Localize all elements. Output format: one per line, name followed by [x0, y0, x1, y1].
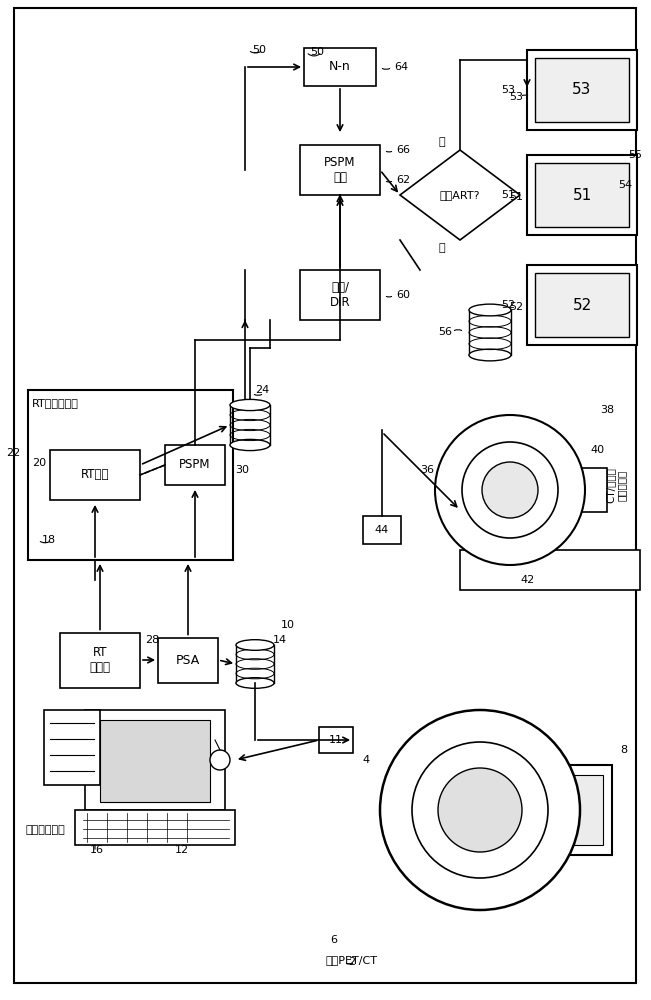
Bar — [572, 468, 607, 512]
Text: 38: 38 — [600, 405, 614, 415]
Text: 22: 22 — [6, 448, 20, 458]
Bar — [363, 516, 401, 544]
Text: 51: 51 — [509, 192, 523, 202]
Ellipse shape — [230, 399, 270, 411]
Text: 30: 30 — [235, 465, 249, 475]
Bar — [460, 550, 640, 590]
Text: 规划PET/CT: 规划PET/CT — [325, 955, 377, 965]
Text: 24: 24 — [255, 385, 270, 395]
Text: 44: 44 — [375, 525, 389, 535]
Circle shape — [412, 742, 548, 878]
Text: 6: 6 — [330, 935, 337, 945]
Bar — [320, 640, 620, 970]
Circle shape — [435, 415, 585, 565]
Text: 53: 53 — [572, 83, 592, 98]
Ellipse shape — [236, 678, 274, 688]
Ellipse shape — [236, 640, 274, 650]
Text: 55: 55 — [628, 150, 642, 160]
Ellipse shape — [469, 349, 511, 361]
Bar — [158, 638, 218, 682]
Text: 处置规划系统: 处置规划系统 — [25, 825, 64, 835]
Bar — [532, 765, 612, 855]
Text: 62: 62 — [396, 175, 410, 185]
Text: 10: 10 — [281, 620, 295, 630]
Text: 51: 51 — [501, 190, 515, 200]
Bar — [75, 810, 235, 845]
Bar — [538, 775, 603, 845]
Text: PSPM: PSPM — [179, 458, 211, 472]
Text: 20: 20 — [32, 458, 46, 468]
Bar — [527, 265, 637, 345]
Bar — [535, 163, 629, 227]
Bar — [20, 580, 280, 840]
Text: 51: 51 — [572, 188, 592, 202]
Bar — [300, 145, 380, 195]
Bar — [319, 727, 353, 753]
Text: 12: 12 — [175, 845, 189, 855]
Bar — [44, 710, 100, 785]
Text: 否: 否 — [439, 243, 445, 253]
Bar — [28, 390, 233, 560]
Bar — [165, 445, 225, 485]
Text: 执行ART?: 执行ART? — [439, 190, 480, 200]
Circle shape — [462, 442, 558, 538]
Text: 52: 52 — [501, 300, 515, 310]
Text: 11: 11 — [329, 735, 343, 745]
Bar — [100, 720, 210, 802]
Text: 14: 14 — [273, 635, 287, 645]
Text: 42: 42 — [520, 575, 534, 585]
Text: 40: 40 — [590, 445, 604, 455]
Bar — [304, 48, 376, 86]
Text: CT/直线加
速器控制台: CT/直线加 速器控制台 — [605, 467, 627, 503]
Polygon shape — [400, 150, 520, 240]
Ellipse shape — [230, 439, 270, 451]
Text: RT
规划器: RT 规划器 — [89, 646, 111, 674]
Circle shape — [482, 462, 538, 518]
Bar — [300, 270, 380, 320]
Text: 52: 52 — [509, 302, 523, 312]
Text: 53: 53 — [509, 92, 523, 102]
Bar — [50, 450, 140, 500]
Text: 18: 18 — [42, 535, 56, 545]
Text: 66: 66 — [396, 145, 410, 155]
Text: PSPM
评分: PSPM 评分 — [324, 156, 355, 184]
Bar — [60, 633, 140, 688]
Text: 64: 64 — [394, 62, 408, 72]
Text: 54: 54 — [618, 180, 632, 190]
Text: 8: 8 — [620, 745, 627, 755]
Text: RT计划: RT计划 — [81, 468, 109, 482]
Circle shape — [438, 768, 522, 852]
Text: 56: 56 — [438, 327, 452, 337]
Text: 28: 28 — [145, 635, 159, 645]
Text: 是: 是 — [439, 137, 445, 147]
Text: 50: 50 — [252, 45, 266, 55]
Bar — [85, 710, 225, 810]
Text: N-n: N-n — [329, 60, 351, 74]
Circle shape — [380, 710, 580, 910]
Circle shape — [210, 750, 230, 770]
Ellipse shape — [469, 304, 511, 316]
Text: 50: 50 — [310, 47, 324, 57]
Text: 36: 36 — [420, 465, 434, 475]
Bar — [527, 50, 637, 130]
Bar — [245, 18, 635, 508]
Text: 60: 60 — [396, 290, 410, 300]
Text: PSA: PSA — [176, 654, 200, 666]
Text: 轮廓/
DIR: 轮廓/ DIR — [329, 281, 350, 309]
Bar — [535, 58, 629, 122]
Text: 52: 52 — [572, 298, 592, 312]
Text: 4: 4 — [363, 755, 370, 765]
Text: 16: 16 — [90, 845, 104, 855]
Text: RT计划数据库: RT计划数据库 — [32, 398, 79, 408]
Bar — [535, 273, 629, 337]
Text: 2: 2 — [348, 957, 355, 967]
Text: 53: 53 — [501, 85, 515, 95]
Bar — [527, 155, 637, 235]
